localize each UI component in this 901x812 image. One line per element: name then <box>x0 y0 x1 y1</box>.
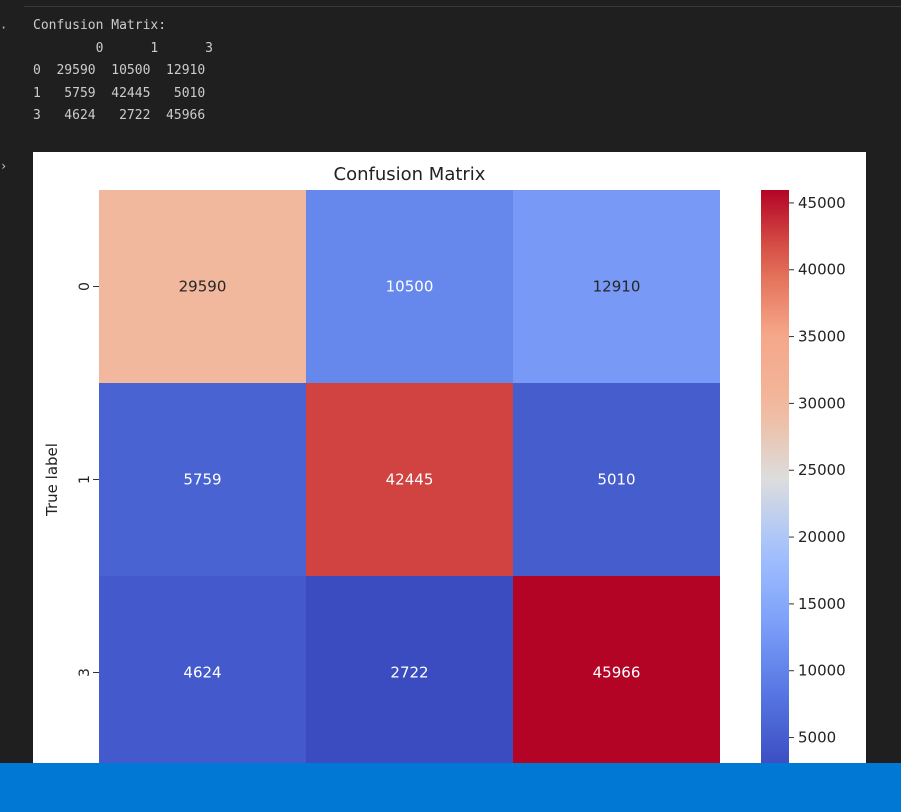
heatmap-cell <box>99 576 306 764</box>
cell-value-label: 10500 <box>386 278 434 296</box>
cell-value-label: 4624 <box>183 664 221 682</box>
cell-value-label: 12910 <box>593 278 641 296</box>
colorbar-tick-label: 15000 <box>798 595 846 613</box>
colorbar <box>761 190 789 764</box>
colorbar-tick-label: 10000 <box>798 662 846 680</box>
heatmap-cell <box>99 383 306 576</box>
y-tick-label: 0 <box>77 282 93 291</box>
heatmap-cell <box>513 190 720 383</box>
cell-value-label: 42445 <box>386 471 434 489</box>
y-axis-label: True label <box>43 443 61 517</box>
colorbar-tick-label: 30000 <box>798 394 846 412</box>
y-tick-label: 3 <box>77 668 93 677</box>
colorbar-tick-label: 5000 <box>798 729 836 747</box>
heatmap-cell <box>99 190 306 383</box>
text-output: Confusion Matrix: 0 1 3 0 29590 10500 12… <box>33 18 214 123</box>
cell-divider <box>24 0 901 7</box>
heatmap-cell <box>306 190 513 383</box>
colorbar-tick-label: 20000 <box>798 528 846 546</box>
colorbar-tick-label: 35000 <box>798 328 846 346</box>
colorbar-tick-label: 45000 <box>798 194 846 212</box>
collapse-output-icon[interactable]: › <box>0 159 8 173</box>
plot-output: Confusion Matrix 29590 10500 12910 5759 42445… <box>33 152 866 764</box>
output-marker-icon[interactable]: · <box>0 21 8 35</box>
heatmap-chart: Confusion Matrix 29590 10500 12910 5759 42445… <box>43 164 846 764</box>
chart-title: Confusion Matrix <box>334 164 486 185</box>
colorbar-tick-label: 25000 <box>798 461 846 479</box>
y-tick-label: 1 <box>77 475 93 484</box>
heatmap-cell <box>513 383 720 576</box>
cell-value-label: 2722 <box>390 664 428 682</box>
cell-value-label: 5010 <box>597 471 635 489</box>
cell-value-label: 5759 <box>183 471 221 489</box>
status-bar <box>0 763 901 812</box>
colorbar-tick-label: 40000 <box>798 261 846 279</box>
heatmap-cell <box>306 576 513 764</box>
heatmap-cell <box>306 383 513 576</box>
heatmap-cell <box>513 576 720 764</box>
cell-value-label: 45966 <box>593 664 641 682</box>
cell-value-label: 29590 <box>179 278 227 296</box>
